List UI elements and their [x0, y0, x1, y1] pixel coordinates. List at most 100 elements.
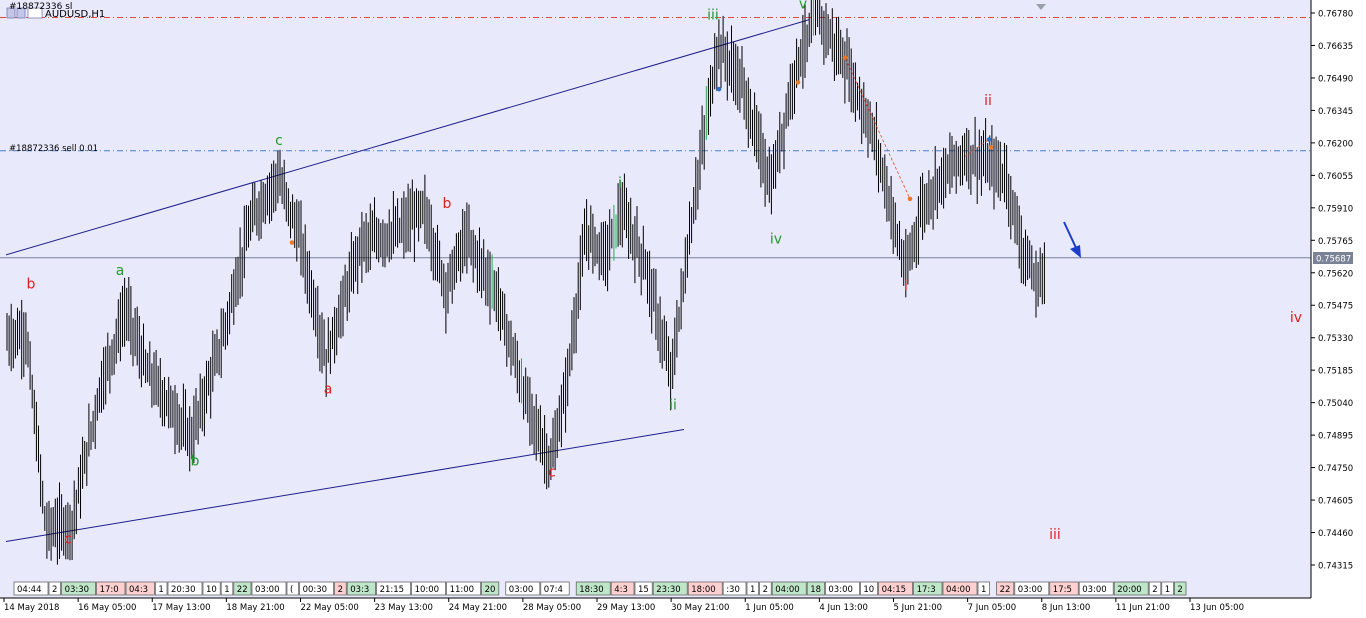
timebar-chip[interactable] — [634, 581, 653, 596]
timebar-chip-label: 15 — [638, 585, 649, 595]
time-tick-label: 22 May 05:00 — [301, 603, 359, 613]
timebar-chip[interactable] — [878, 581, 913, 596]
wave-label: iv — [1290, 310, 1302, 326]
timebar-chip[interactable] — [913, 581, 943, 596]
timebar-chip[interactable] — [167, 581, 203, 596]
timebar-chip[interactable] — [251, 581, 287, 596]
timebar-chip[interactable] — [1148, 581, 1162, 596]
timebar-chip-label: 10 — [206, 585, 217, 595]
timebar-chip[interactable] — [155, 581, 168, 596]
timebar-chip[interactable] — [13, 581, 49, 596]
timebar-chip[interactable] — [942, 581, 978, 596]
timebar-chip[interactable] — [996, 581, 1015, 596]
timebar-chip[interactable] — [1174, 581, 1187, 596]
wave-label: iii — [1049, 527, 1061, 543]
timebar-chip[interactable] — [759, 581, 772, 596]
timebar-chip[interactable] — [233, 581, 252, 596]
timebar-chip[interactable] — [411, 581, 446, 596]
shift-marker-icon[interactable] — [1036, 4, 1046, 10]
timebar-chip[interactable] — [125, 581, 155, 596]
timebar-chip[interactable] — [687, 581, 723, 596]
price-tick-label: 0.75185 — [1318, 367, 1353, 377]
time-axis-panel — [0, 598, 1311, 618]
timebar-chip-label: 04:00 — [946, 585, 971, 595]
timebar-chip[interactable] — [610, 581, 635, 596]
trade-marker — [289, 240, 295, 245]
timebar-chip[interactable] — [334, 581, 347, 596]
timebar-chip-label: 20:00 — [1117, 585, 1142, 595]
time-tick-label: 23 May 13:00 — [375, 603, 433, 613]
wave-label: b — [443, 196, 452, 212]
timebar-chip[interactable] — [96, 581, 126, 596]
lower-channel-trendline — [5, 429, 685, 542]
timebar-chip[interactable] — [202, 581, 221, 596]
timebar-chip-label: 04:00 — [775, 585, 800, 595]
timebar-chip-label: 18:30 — [579, 585, 604, 595]
timebar-chip[interactable] — [346, 581, 376, 596]
time-tick-label: 14 May 2018 — [4, 603, 59, 613]
timebar-chip[interactable] — [1161, 581, 1174, 596]
arrow-shaft — [1063, 221, 1078, 251]
price-tick-label: 0.75040 — [1318, 399, 1353, 409]
timebar-chip-label: 22 — [1000, 585, 1011, 595]
timebar-chip[interactable] — [446, 581, 481, 596]
timebar-chip-label: 2 — [338, 585, 343, 595]
timebar-chip[interactable] — [286, 581, 299, 596]
timebar-chip-label: 04:15 — [882, 585, 907, 595]
timebar-chip[interactable] — [860, 581, 878, 596]
timebar-chip-label: 1 — [1165, 585, 1170, 595]
timebar-chip-label: 17:5 — [1053, 585, 1072, 595]
arrow-head-icon — [1070, 245, 1081, 258]
timebar-chip-label: 03:00 — [1018, 585, 1043, 595]
price-tick-label: 0.76345 — [1318, 107, 1353, 117]
timebar-chip-label: 04:44 — [17, 585, 42, 595]
timebar-chip[interactable] — [722, 581, 747, 596]
timebar-chip-label: 03:3 — [350, 585, 369, 595]
timebar-chip[interactable] — [977, 581, 990, 596]
price-tick-label: 0.74605 — [1318, 497, 1353, 507]
time-tick-label: 18 May 21:00 — [226, 603, 284, 613]
order-title: #18872336 sl — [9, 2, 72, 12]
timebar-chip[interactable] — [481, 581, 500, 596]
timebar-chip-label: 2 — [763, 585, 768, 595]
timebar-chip[interactable] — [652, 581, 688, 596]
timebar-chip[interactable] — [1078, 581, 1114, 596]
timebar-chip[interactable] — [1014, 581, 1050, 596]
timebar-chip[interactable] — [505, 581, 541, 596]
timebar-chip[interactable] — [299, 581, 334, 596]
symbol-label: AUDUSD,H1 — [45, 9, 105, 20]
timebar-chip-label: 2 — [1152, 585, 1157, 595]
timebar-chip[interactable] — [575, 581, 611, 596]
timebar[interactable]: 04:44 2 03:30 17:0 04:3 1 20:30 10 1 22 03:00(00:3… — [13, 581, 1187, 596]
timebar-chip-label: 03:00 — [509, 585, 534, 595]
wave-label: b — [191, 453, 200, 469]
wave-label: i — [904, 279, 908, 295]
timebar-chip-label: 23:30 — [656, 585, 681, 595]
timebar-chip[interactable] — [220, 581, 234, 596]
timebar-chip[interactable] — [376, 581, 411, 596]
time-tick-label: 11 Jun 21:00 — [1116, 603, 1170, 613]
timebar-chip[interactable] — [1113, 581, 1149, 596]
current-price-tag-bg — [1313, 252, 1353, 264]
timebar-chip[interactable] — [1049, 581, 1079, 596]
timebar-chip[interactable] — [806, 581, 825, 596]
chart-window-icon-2 — [16, 7, 26, 19]
time-axis: 14 May 2018 16 May 05:00 17 May 13:00 18 Ma… — [3, 598, 1244, 613]
timebar-chip-label: 03:00 — [828, 585, 853, 595]
timebar-chip[interactable] — [771, 581, 807, 596]
timebar-chip[interactable] — [61, 581, 96, 596]
price-tick-label: 0.75620 — [1318, 269, 1353, 279]
trendlines — [5, 19, 810, 542]
price-tick-label: 0.76200 — [1318, 139, 1353, 149]
time-tick-label: 17 May 13:00 — [152, 603, 210, 613]
horizontal-levels — [0, 16, 1311, 259]
time-tick-label: 29 May 13:00 — [597, 603, 655, 613]
timebar-chip[interactable] — [746, 581, 759, 596]
timebar-chip[interactable] — [48, 581, 61, 596]
timebar-chip[interactable] — [825, 581, 860, 596]
timebar-chip-label: 17:3 — [917, 585, 936, 595]
timebar-chip[interactable] — [540, 581, 570, 596]
timebar-chip-label: 1 — [750, 585, 755, 595]
